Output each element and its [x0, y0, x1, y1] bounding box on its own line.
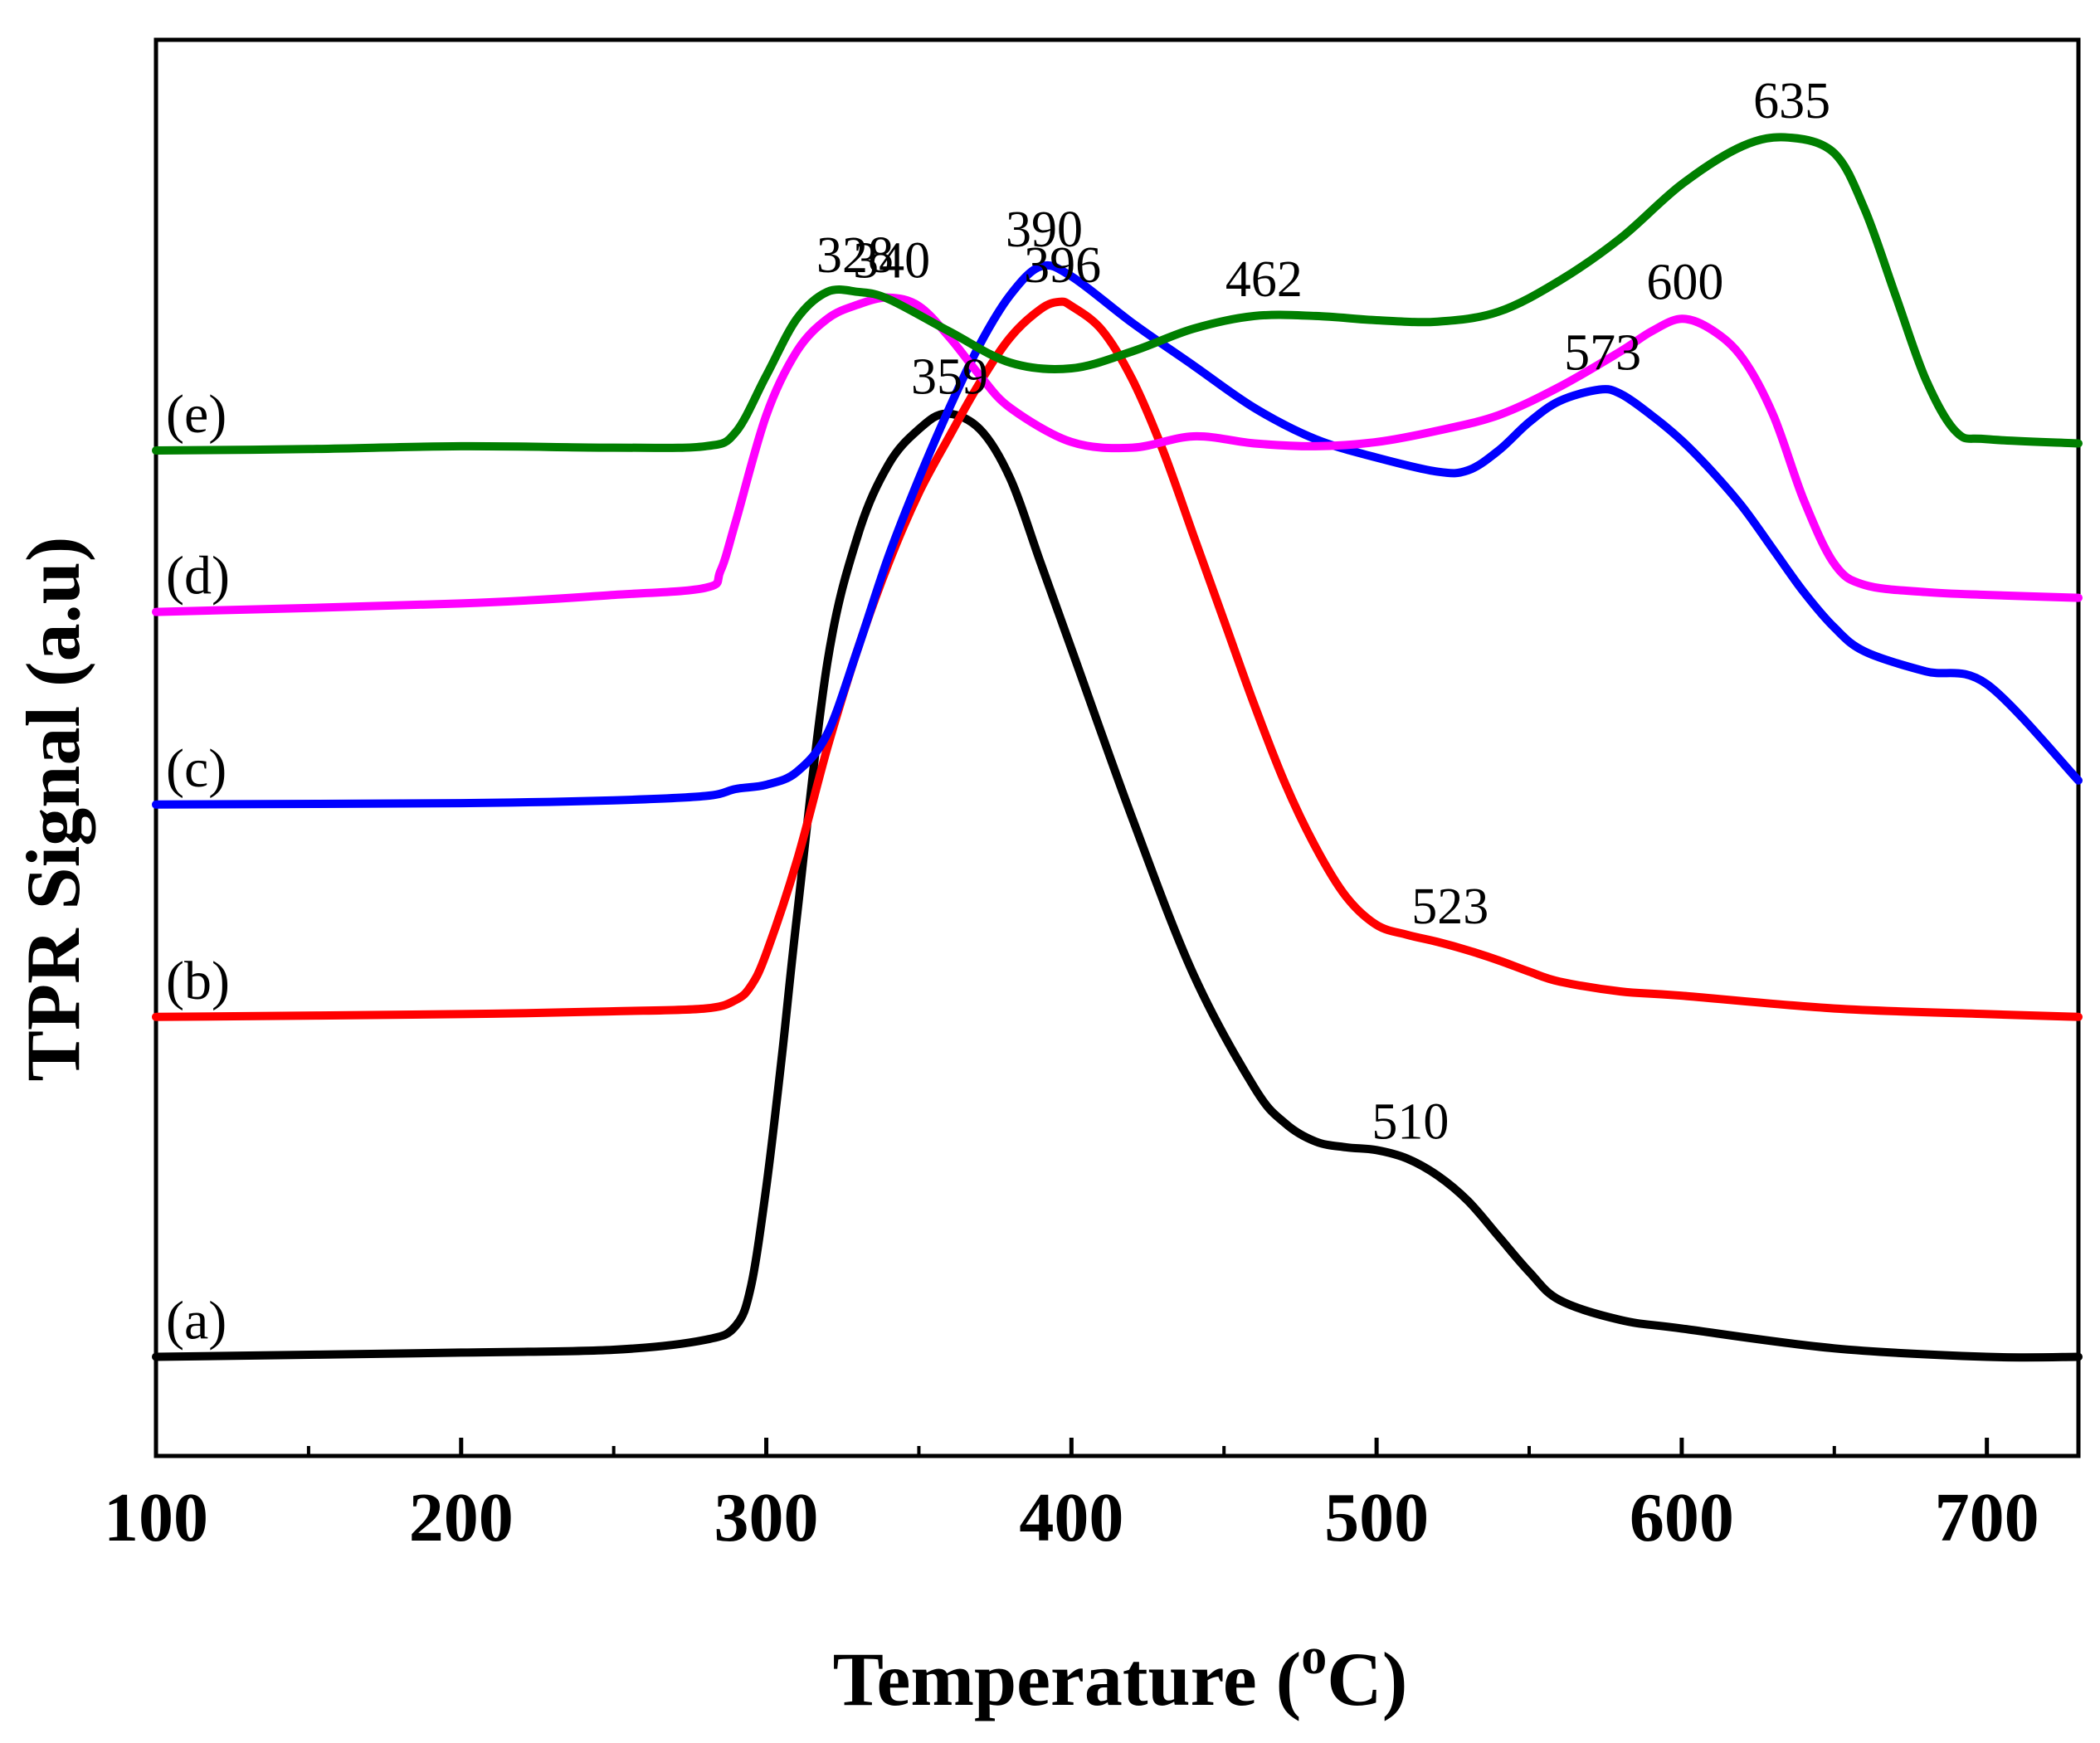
peak-label-c: 573	[1564, 325, 1641, 382]
series-layer	[152, 133, 2083, 1362]
x-tick-label: 100	[104, 1479, 208, 1556]
peak-annotations: 359 510 396 523 390 573 340 600 328 462 635	[816, 73, 1830, 1151]
series-line-b	[152, 297, 2083, 1021]
peak-label-d: 340	[853, 233, 930, 290]
peak-label-b: 396	[1024, 237, 1101, 294]
x-axis-title-end: C)	[1327, 1637, 1407, 1721]
series-line-a	[152, 409, 2083, 1362]
x-tick-label: 200	[409, 1479, 514, 1556]
series-label-c: (c)	[166, 738, 227, 799]
series-labels: (a) (b) (c) (d) (e)	[166, 384, 230, 1351]
plot-frame	[153, 37, 2081, 1458]
peak-label-d: 600	[1646, 254, 1723, 310]
x-tick-label: 500	[1324, 1479, 1429, 1556]
x-axis-title-superscript: o	[1301, 1629, 1327, 1685]
peak-label-e: 462	[1225, 251, 1303, 308]
peak-label-a: 359	[911, 349, 988, 406]
series-label-e: (e)	[166, 384, 227, 445]
x-axis-title-main: Temperature (	[833, 1637, 1302, 1721]
peak-label-c: 390	[1006, 202, 1083, 258]
x-tick-label: 400	[1019, 1479, 1123, 1556]
peak-label-e: 635	[1753, 73, 1830, 129]
x-tick-label: 700	[1935, 1479, 2039, 1556]
peak-label-b: 523	[1411, 879, 1489, 935]
x-tick-label: 300	[714, 1479, 819, 1556]
x-axis-ticks: 100 200 300 400 500 600 700	[104, 1438, 2039, 1556]
series-line-e	[152, 133, 2083, 455]
x-axis-title: Temperature (oC)	[833, 1629, 1408, 1721]
x-tick-label: 600	[1630, 1479, 1734, 1556]
series-line-c	[152, 260, 2083, 809]
peak-label-a: 510	[1372, 1094, 1449, 1151]
plot-border	[153, 37, 2081, 1458]
series-line-d	[152, 293, 2083, 616]
peak-label-e: 328	[816, 227, 894, 284]
series-label-b: (b)	[166, 951, 230, 1011]
series-label-a: (a)	[166, 1291, 227, 1351]
series-label-d: (d)	[166, 546, 230, 606]
y-axis-title: TPR Signal (a.u)	[11, 537, 95, 1082]
